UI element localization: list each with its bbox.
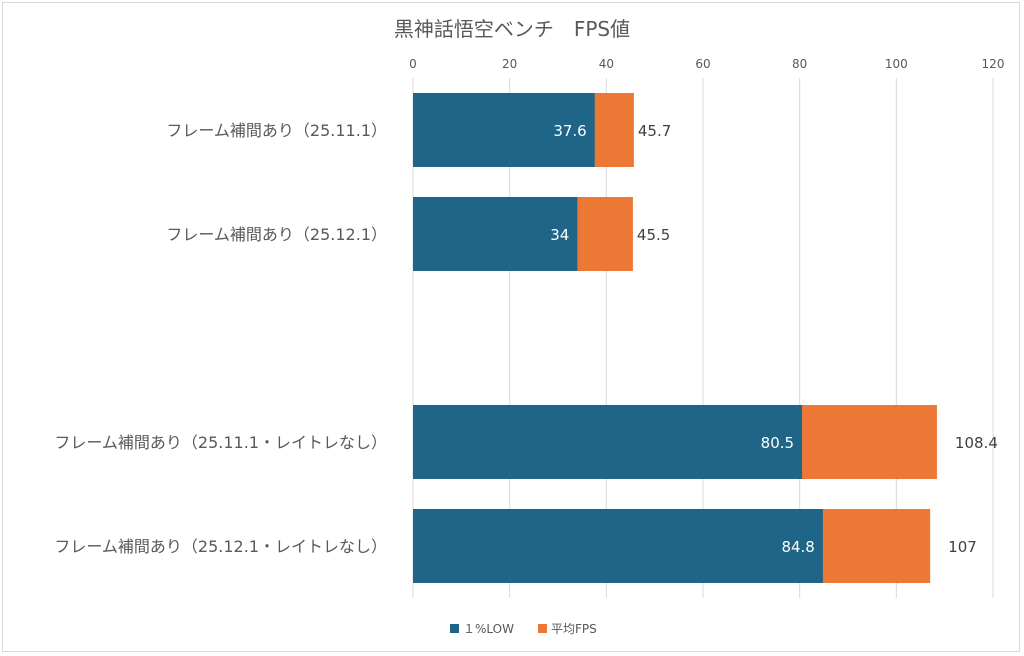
bar-1pct-low: [413, 405, 803, 479]
data-label-average-fps: 107: [948, 538, 977, 556]
x-tick-label: 20: [502, 57, 517, 71]
category-label: フレーム補間あり（25.12.1）: [166, 225, 387, 244]
data-label-1pct-low: 37.6: [553, 122, 586, 140]
bar-1pct-low: [413, 197, 578, 271]
legend-label: 平均FPS: [551, 622, 597, 636]
data-label-1pct-low: 84.8: [781, 538, 814, 556]
bars: [413, 93, 937, 583]
bar-1pct-low: [413, 93, 595, 167]
x-axis-ticks: 0 20 40 60 80 100 120: [409, 57, 1004, 71]
x-tick-label: 60: [695, 57, 710, 71]
category-label: フレーム補間あり（25.12.1・レイトレなし）: [54, 537, 387, 556]
category-labels: フレーム補間あり（25.11.1） フレーム補間あり（25.12.1） フレーム補間…: [54, 121, 387, 556]
data-label-average-fps: 45.5: [637, 226, 670, 244]
data-label-average-fps: 45.7: [638, 122, 671, 140]
x-tick-label: 40: [599, 57, 614, 71]
data-label-1pct-low: 80.5: [761, 434, 794, 452]
data-label-1pct-low: 34: [550, 226, 569, 244]
legend: １%LOW 平均FPS: [450, 622, 597, 636]
legend-swatch: [538, 624, 547, 633]
chart-title: 黒神話悟空ベンチ FPS値: [394, 17, 630, 41]
x-tick-label: 80: [792, 57, 807, 71]
legend-label: １%LOW: [463, 622, 514, 636]
data-labels: 37.6 45.7 34 45.5 80.5 108.4 84.8 107: [550, 122, 998, 556]
category-label: フレーム補間あり（25.11.1）: [166, 121, 387, 140]
data-label-average-fps: 108.4: [955, 434, 998, 452]
x-tick-label: 0: [409, 57, 417, 71]
category-label: フレーム補間あり（25.11.1・レイトレなし）: [54, 433, 387, 452]
x-tick-label: 100: [885, 57, 908, 71]
x-tick-label: 120: [982, 57, 1005, 71]
bar-1pct-low: [413, 509, 823, 583]
legend-swatch: [450, 624, 459, 633]
